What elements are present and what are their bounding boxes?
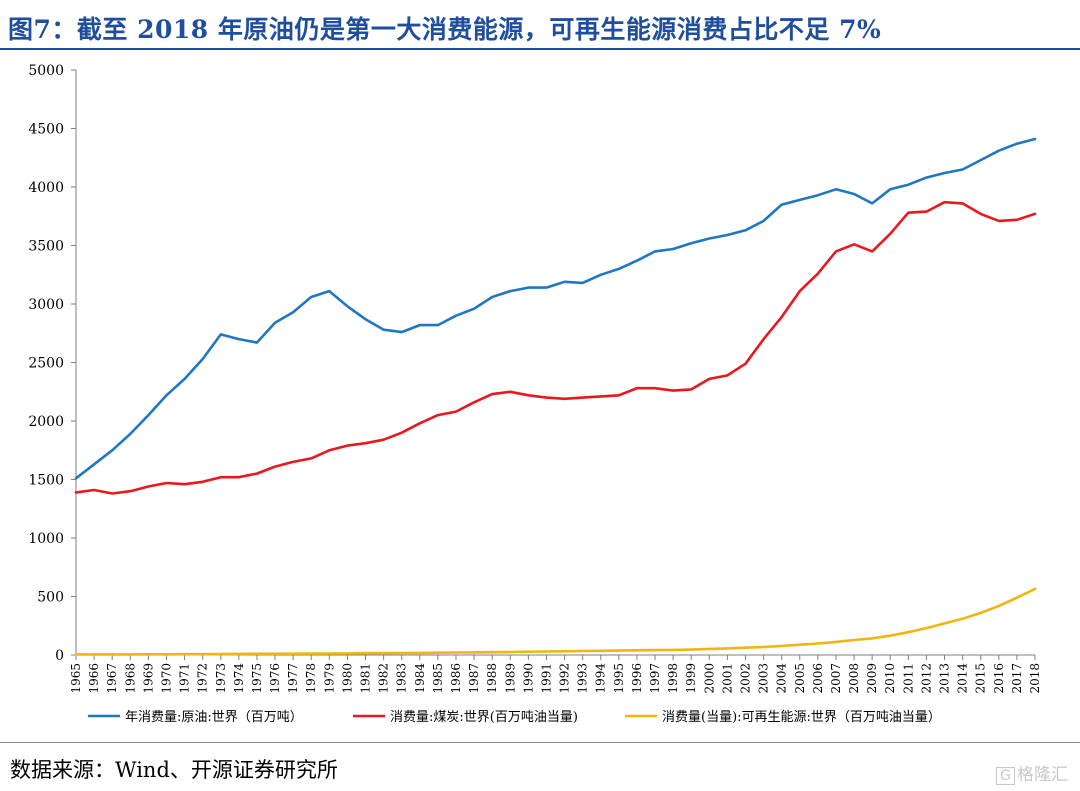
gelonghui-logo-icon: G	[996, 767, 1015, 785]
x-tick-label: 1986	[449, 663, 463, 694]
figure-title: 图7：截至 2018 年原油仍是第一大消费能源，可再生能源消费占比不足 7%	[8, 15, 882, 44]
x-tick-label: 1972	[196, 663, 210, 694]
x-tick-label: 1967	[105, 663, 119, 694]
x-tick-label: 1980	[340, 663, 354, 694]
footer-divider	[0, 742, 1080, 743]
x-tick-label: 2012	[919, 663, 933, 694]
x-tick-label: 2015	[974, 663, 988, 694]
y-tick-label: 2000	[28, 414, 64, 430]
line-chart: 0 500 1000 1500 2000 2500 3000 3500 4000 4500 5000…	[28, 63, 1042, 725]
x-tick-label: 2007	[829, 663, 843, 694]
x-tick-label: 1992	[558, 663, 572, 694]
x-tick-label: 1976	[268, 663, 282, 694]
x-tick-label: 2001	[720, 663, 734, 694]
x-tick-label: 2006	[811, 663, 825, 694]
x-tick-label: 1996	[630, 663, 644, 694]
x-tick-label: 2000	[702, 663, 716, 694]
x-tick-label: 2018	[1028, 663, 1042, 694]
x-tick-label: 1982	[377, 663, 391, 694]
x-tick-label: 1999	[684, 663, 698, 694]
x-tick-label: 1970	[159, 663, 173, 694]
source-note: 数据来源：Wind、开源证券研究所	[10, 758, 338, 782]
series-line-1	[74, 137, 1037, 480]
y-tick-label: 5000	[28, 63, 64, 79]
x-tick-label: 1975	[250, 663, 264, 694]
watermark-text: 格隆汇	[1017, 765, 1068, 785]
legend-label-1: 年消费量:原油:世界（百万吨）	[125, 710, 303, 725]
y-tick-label: 1000	[28, 531, 64, 547]
x-tick-label: 1977	[286, 663, 300, 694]
series-line-2	[74, 200, 1037, 495]
x-tick-label: 1997	[648, 663, 662, 694]
x-tick-label: 1987	[467, 663, 481, 694]
x-tick-label: 1985	[431, 663, 445, 694]
x-tick-label: 2005	[793, 663, 807, 694]
x-tick-label: 1995	[612, 663, 626, 694]
y-tick-label: 4000	[28, 180, 64, 196]
x-tick-label: 1983	[395, 663, 409, 694]
y-tick-label: 1500	[28, 473, 64, 489]
series-line-3	[74, 587, 1037, 656]
x-tick-label: 2003	[757, 663, 771, 694]
legend-label-3: 消费量(当量):可再生能源:世界（百万吨油当量）	[662, 710, 941, 725]
x-tick-label: 1966	[87, 663, 101, 694]
x-tick-label: 1981	[359, 663, 373, 694]
watermark: G 格隆汇	[996, 760, 1068, 785]
y-tick-label: 500	[37, 590, 64, 606]
x-tick-label: 2013	[938, 663, 952, 694]
title-divider	[0, 48, 1080, 50]
x-tick-label: 1978	[304, 663, 318, 694]
x-tick-label: 2009	[865, 663, 879, 694]
x-tick-label: 1974	[232, 663, 246, 694]
y-tick-label: 2500	[28, 356, 64, 372]
x-tick-label: 2004	[775, 663, 789, 694]
legend: 年消费量:原油:世界（百万吨） 消费量:煤炭:世界(百万吨油当量) 消费量(当量):…	[88, 710, 941, 725]
x-tick-label: 2011	[901, 663, 915, 694]
x-tick-label: 1993	[576, 663, 590, 694]
x-tick-label: 1989	[503, 663, 517, 694]
x-tick-label: 2002	[738, 663, 752, 694]
y-tick-label: 3500	[28, 239, 64, 255]
x-tick-label: 1973	[214, 663, 228, 694]
x-tick-label: 1971	[178, 663, 192, 694]
x-tick-label: 1965	[69, 663, 83, 694]
x-tick-label: 2017	[1010, 663, 1024, 694]
x-tick-label: 1969	[141, 663, 155, 694]
x-tick-label: 2016	[992, 663, 1006, 694]
y-axis: 0 500 1000 1500 2000 2500 3000 3500 4000 4500 5000	[28, 63, 77, 664]
series-lines	[74, 137, 1037, 656]
x-tick-label: 1979	[322, 663, 336, 694]
x-tick-label: 1968	[123, 663, 137, 694]
y-tick-label: 3000	[28, 297, 64, 313]
x-tick-label: 1998	[666, 663, 680, 694]
x-tick-label: 1984	[413, 663, 427, 694]
x-axis: 1965 1966 1967 1968 1969 1970 1971 1972 1973 1974…	[69, 654, 1042, 694]
x-tick-label: 2010	[883, 663, 897, 694]
y-tick-label: 0	[55, 648, 64, 664]
legend-label-2: 消费量:煤炭:世界(百万吨油当量)	[390, 710, 578, 725]
x-tick-label: 2008	[847, 663, 861, 694]
y-tick-label: 4500	[28, 122, 64, 138]
x-tick-label: 2014	[956, 663, 970, 694]
x-tick-label: 1994	[594, 663, 608, 694]
x-tick-label: 1991	[539, 663, 553, 694]
x-tick-label: 1990	[521, 663, 535, 694]
x-tick-label: 1988	[485, 663, 499, 694]
